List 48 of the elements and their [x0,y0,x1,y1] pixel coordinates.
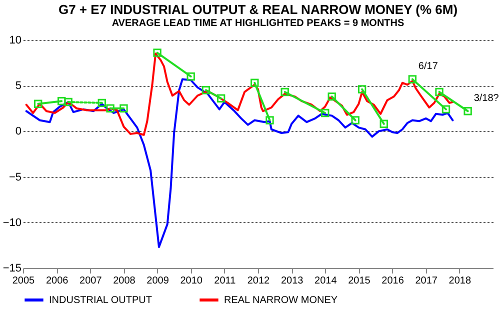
y-tick-label: −5 [8,171,22,184]
annotation: 3/18? [474,93,500,104]
point [106,104,114,113]
chart-subtitle: AVERAGE LEAD TIME AT HIGHLIGHTED PEAKS = 9 MONTHS [112,18,404,29]
point [250,78,259,87]
point [120,104,128,113]
legend-label: INDUSTRIAL OUTPUT [49,295,152,306]
y-tick-label: −10 [2,216,22,229]
x-tick-label: 2006 [46,276,69,286]
x-tick-label: 2013 [280,276,304,286]
point [186,72,195,81]
point [380,120,388,128]
point [351,116,360,124]
point [266,116,274,124]
x-tick-label: 2018 [448,276,472,286]
x-tick-label: 2014 [314,276,338,286]
x-tick-label: 2008 [113,276,136,286]
y-tick-label: 10 [9,34,22,46]
x-tick-label: 2011 [214,276,236,286]
y-tick-label: −15 [2,262,22,274]
point [328,92,336,101]
x-tick-label: 2015 [348,276,371,286]
point [202,86,210,94]
chart-title: G7 + E7 INDUSTRIAL OUTPUT & REAL NARROW MONEY (% 6M) [58,2,458,17]
y-tick-label: 5 [15,80,22,92]
point [464,107,472,116]
point [153,48,162,57]
x-tick-label: 2016 [382,276,404,286]
x-tick-label: 2005 [12,276,36,286]
point [34,100,42,108]
point [64,98,72,106]
y-tick-label: 0 [15,126,22,138]
legend-label: REAL NARROW MONEY [224,295,338,306]
point [435,88,444,96]
point [58,97,66,106]
x-tick-label: 2009 [146,276,170,286]
point [442,105,450,114]
point [216,94,226,102]
annotation: 6/17 [418,61,438,72]
point [408,75,417,84]
point [358,85,366,94]
x-tick-label: 2012 [247,276,270,286]
x-tick-label: 2017 [415,276,438,286]
point [321,108,330,118]
x-tick-label: 2007 [80,276,102,286]
point [98,98,106,108]
point [280,88,289,96]
x-tick-label: 2010 [180,276,203,286]
